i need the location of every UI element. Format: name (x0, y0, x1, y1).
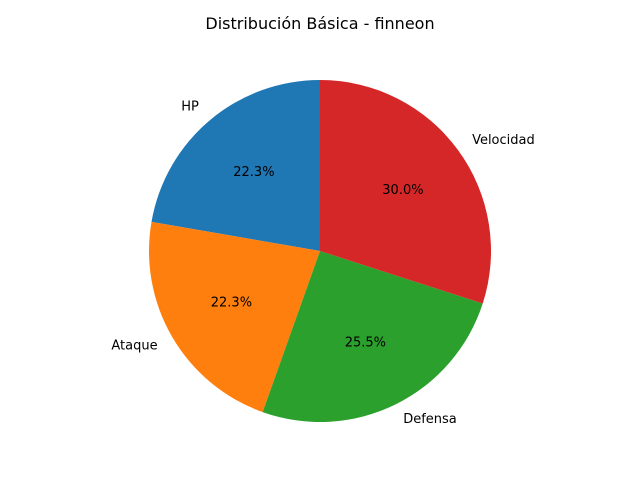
pie-slices (149, 80, 492, 422)
slice-label-ataque: Ataque (111, 338, 157, 353)
pie-labels: HP 22.3% Ataque 22.3% Defensa 25.5% Velocidad 3… (111, 100, 534, 428)
pie-slice-hp (151, 80, 320, 251)
pie-slice-velocidad (320, 80, 492, 304)
chart-title: Distribución Básica - finneon (205, 14, 434, 33)
slice-label-hp: HP (181, 100, 199, 115)
slice-percent-hp: 22.3% (233, 165, 274, 180)
pie-slice-ataque (149, 221, 320, 413)
pie-slice-defensa (262, 251, 483, 422)
slice-percent-defensa: 25.5% (345, 336, 386, 351)
slice-percent-velocidad: 30.0% (382, 183, 423, 198)
slice-percent-ataque: 22.3% (211, 295, 252, 310)
slice-label-velocidad: Velocidad (472, 133, 535, 148)
slice-label-defensa: Defensa (403, 412, 457, 427)
